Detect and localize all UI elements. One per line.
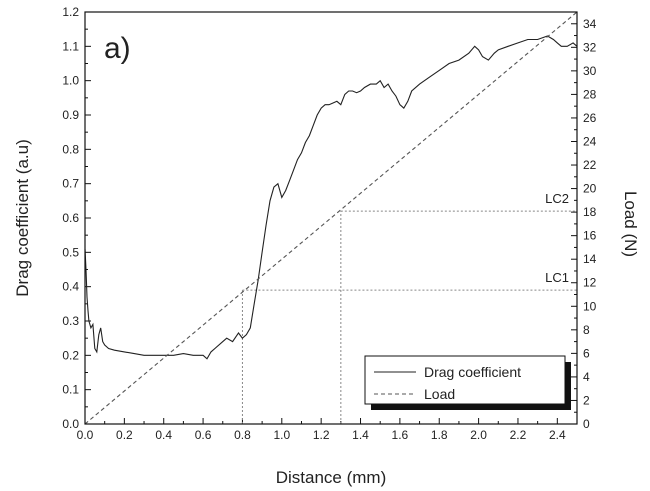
- y-tick-label: 0.6: [62, 211, 79, 225]
- y2-tick-label: 24: [583, 134, 597, 148]
- y-axis-title: Drag coefficient (a.u): [13, 139, 32, 296]
- x-tick-label: 2.0: [470, 428, 487, 442]
- y-tick-label: 0.1: [62, 383, 79, 397]
- x-tick-label: 2.4: [549, 428, 566, 442]
- y2-tick-label: 18: [583, 205, 597, 219]
- y2-tick-label: 22: [583, 158, 597, 172]
- legend-label-load: Load: [424, 386, 455, 402]
- y2-tick-label: 10: [583, 299, 597, 313]
- plot-frame: [84, 11, 578, 425]
- y-axis-ticks: 0.0 0.1 0.2 0.3 0.4 0.5 0.6 0.7 0.8 0.9 1.0 1.1 1.2: [62, 5, 91, 431]
- y2-tick-label: 8: [583, 323, 590, 337]
- y2-tick-label: 28: [583, 87, 597, 101]
- x-tick-label: 2.2: [510, 428, 527, 442]
- y2-tick-label: 30: [583, 64, 597, 78]
- y2-tick-label: 4: [583, 370, 590, 384]
- series-line-load: [84, 11, 578, 425]
- x-tick-label: 1.8: [431, 428, 448, 442]
- y-tick-label: 0.9: [62, 108, 79, 122]
- y2-axis-title: Load (N): [621, 191, 640, 257]
- panel-label: a): [104, 32, 131, 65]
- y2-tick-label: 0: [583, 417, 590, 431]
- x-axis-ticks: 0.0 0.2 0.4 0.6 0.8 1.0 1.2 1.4 1.6 1.8 2.0 2.2 2.4: [77, 418, 566, 442]
- y2-tick-label: 26: [583, 111, 597, 125]
- y-tick-label: 0.2: [62, 348, 79, 362]
- y2-tick-label: 34: [583, 17, 597, 31]
- series-line-drag-coefficient: [84, 35, 578, 360]
- plot-series: [84, 11, 578, 425]
- y-tick-label: 0.8: [62, 142, 79, 156]
- x-tick-label: 0.0: [77, 428, 94, 442]
- x-tick-label: 1.2: [313, 428, 330, 442]
- y-tick-label: 0.0: [62, 417, 79, 431]
- y2-tick-label: 20: [583, 182, 597, 196]
- y2-tick-label: 12: [583, 276, 597, 290]
- y-tick-label: 0.5: [62, 245, 79, 259]
- y-tick-label: 1.1: [62, 39, 79, 53]
- y-tick-label: 0.3: [62, 314, 79, 328]
- legend-box: [364, 355, 566, 405]
- y2-tick-label: 6: [583, 346, 590, 360]
- legend-label-drag: Drag coefficient: [424, 364, 521, 380]
- ref-label-lc2: LC2: [545, 191, 569, 206]
- x-tick-label: 1.0: [273, 428, 290, 442]
- y2-tick-label: 14: [583, 252, 597, 266]
- x-tick-label: 0.2: [116, 428, 133, 442]
- y-tick-label: 1.0: [62, 74, 79, 88]
- x-tick-label: 1.6: [392, 428, 409, 442]
- y2-tick-label: 32: [583, 40, 597, 54]
- x-tick-label: 0.6: [195, 428, 212, 442]
- x-tick-label: 0.4: [155, 428, 172, 442]
- y-tick-label: 0.4: [62, 280, 79, 294]
- legend: Drag coefficient Load: [364, 355, 571, 410]
- x-axis-title: Distance (mm): [276, 468, 387, 487]
- y2-tick-label: 16: [583, 229, 597, 243]
- y2-tick-label: 2: [583, 393, 590, 407]
- ref-label-lc1: LC1: [545, 270, 569, 285]
- x-tick-label: 0.8: [234, 428, 251, 442]
- y-tick-label: 1.2: [62, 5, 79, 19]
- x-tick-label: 1.4: [352, 428, 369, 442]
- y-tick-label: 0.7: [62, 177, 79, 191]
- reference-lines: LC1 LC2: [241, 191, 577, 424]
